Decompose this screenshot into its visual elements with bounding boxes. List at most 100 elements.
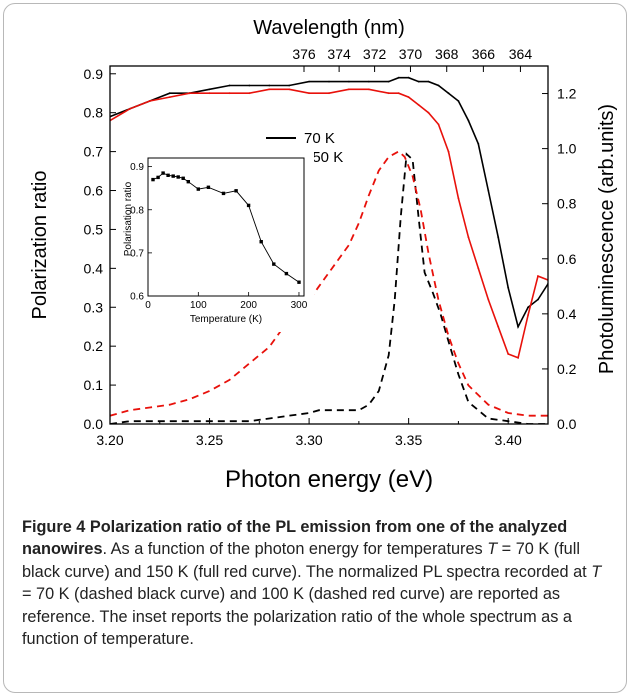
series-1-point-1 xyxy=(129,107,131,110)
series-0-point-8 xyxy=(268,84,271,87)
x2-tick-label-3: 370 xyxy=(399,46,423,62)
inset-frame xyxy=(147,157,305,297)
series-1-point-8 xyxy=(268,88,271,91)
series-0-point-7 xyxy=(248,84,251,87)
inset-point-16 xyxy=(297,280,301,284)
inset-point-10 xyxy=(221,191,226,196)
caption-label: Figure 4 xyxy=(22,518,86,536)
y-tick-label-1: 0.1 xyxy=(84,377,104,393)
series-1-point-2 xyxy=(148,100,151,102)
series-0-point-16 xyxy=(407,76,410,79)
series-1-point-12 xyxy=(348,88,350,91)
caption-text-1: . As a function of the photon energy for… xyxy=(102,540,488,559)
y-tick-label-8: 0.8 xyxy=(84,105,104,121)
caption-t1: T xyxy=(487,540,498,559)
inset-x-tick-label-3: 300 xyxy=(291,300,308,311)
inset-point-5 xyxy=(176,175,180,179)
series-0-point-9 xyxy=(288,84,291,87)
series-1-point-23 xyxy=(477,267,480,270)
y2-tick-label-6: 1.2 xyxy=(557,86,577,102)
inset-point-6 xyxy=(181,176,185,180)
x2-tick-label-0: 376 xyxy=(292,46,316,62)
x2-axis-label: Wavelength (nm) xyxy=(253,17,405,39)
series-line-3 xyxy=(110,150,548,417)
y-tick-label-5: 0.5 xyxy=(84,221,104,237)
inset-point-0 xyxy=(151,177,155,182)
series-0-point-20 xyxy=(447,92,450,95)
inset-y-tick-label-3: 0.9 xyxy=(130,162,144,173)
series-0-point-29 xyxy=(537,298,539,301)
inset-point-7 xyxy=(186,180,190,184)
series-0-point-5 xyxy=(208,88,211,91)
inset-y-tick-label-0: 0.6 xyxy=(130,292,144,303)
series-0-point-12 xyxy=(348,80,350,83)
series-0-point-27 xyxy=(517,325,519,328)
series-0-point-13 xyxy=(367,80,370,83)
inset-y-tick-label-2: 0.8 xyxy=(130,205,144,216)
y2-tick-label-0: 0.0 xyxy=(557,416,577,432)
inset-x-tick-label-1: 100 xyxy=(190,300,207,311)
series-0-point-22 xyxy=(467,119,470,122)
inset-point-4 xyxy=(171,174,175,178)
series-1-point-28 xyxy=(527,314,529,316)
figure-chart: 3.20 3.25 3.30 3.35 3.40 0.0 0.1 0.2 0.3 0.4 0.5 0.… xyxy=(29,17,618,493)
series-0-point-3 xyxy=(168,92,171,95)
inset-y-axis-label: Polarisation ratio xyxy=(123,181,134,256)
series-0-point-25 xyxy=(497,236,500,239)
series-1-point-13 xyxy=(367,88,370,91)
y-tick-label-9: 0.9 xyxy=(84,66,104,82)
caption-text-2: = 70 K (full black curve) and 150 K (ful… xyxy=(22,540,592,581)
x2-tick-label-5: 366 xyxy=(472,46,496,62)
caption-text-3: = 70 K (dashed black curve) and 100 K (d… xyxy=(22,585,572,649)
y2-tick-label-4: 0.8 xyxy=(557,196,577,212)
series-0-point-17 xyxy=(417,80,420,83)
series-0-point-6 xyxy=(228,84,231,87)
series-1-point-29 xyxy=(537,275,539,277)
y-axis-label: Polarization ratio xyxy=(29,171,51,320)
inset-point-1 xyxy=(156,175,160,180)
inset-x-axis-label: Temperature (K) xyxy=(190,314,262,325)
y2-axis-label: Photoluminescence (arb.units) xyxy=(596,104,618,374)
series-0-point-15 xyxy=(397,76,400,79)
inset-point-2 xyxy=(161,171,165,175)
series-1-point-21 xyxy=(457,197,460,200)
x-tick-label-2: 3.30 xyxy=(295,432,322,448)
x2-tick-label-6: 364 xyxy=(509,46,533,62)
x2-tick-label-4: 368 xyxy=(435,46,459,62)
x-tick-label-0: 3.20 xyxy=(96,432,123,448)
series-0-point-21 xyxy=(457,100,460,102)
series-1-point-4 xyxy=(188,92,191,95)
series-1-point-10 xyxy=(308,92,310,95)
series-1-point-19 xyxy=(437,123,440,126)
inset-point-9 xyxy=(206,185,211,189)
y-tick-label-3: 0.3 xyxy=(84,299,104,315)
y-tick-label-4: 0.4 xyxy=(84,260,104,276)
series-0-point-10 xyxy=(308,80,310,83)
caption-t2: T xyxy=(591,562,602,581)
inset-point-13 xyxy=(259,240,263,244)
series-0-point-28 xyxy=(527,306,529,309)
series-1-point-5 xyxy=(208,92,211,95)
inset-y-tick-label-1: 0.7 xyxy=(130,248,144,259)
y-tick-label-2: 0.2 xyxy=(84,338,104,354)
y2-tick-label-2: 0.4 xyxy=(557,306,577,322)
figure-frame xyxy=(3,3,627,693)
series-1-point-15 xyxy=(397,92,400,95)
series-0-point-23 xyxy=(477,142,480,145)
inset-point-3 xyxy=(166,173,170,177)
x-tick-label-4: 3.40 xyxy=(495,432,522,448)
inset-point-8 xyxy=(196,187,200,191)
series-1-point-17 xyxy=(417,104,420,106)
series-1-point-24 xyxy=(487,298,490,301)
inset-x-tick-label-2: 200 xyxy=(240,300,257,311)
inset-point-11 xyxy=(234,189,238,193)
inset-point-12 xyxy=(246,203,251,208)
series-1-point-6 xyxy=(228,92,231,95)
y2-tick-label-3: 0.6 xyxy=(557,251,577,267)
legend-label-0: 70 K xyxy=(304,130,335,147)
figure-caption: Figure 4 Polarization ratio of the PL em… xyxy=(22,516,612,650)
inset-plot: 0 100 200 300 0.6 0.7 0.8 0.9 Temperature (K) Pol… xyxy=(118,150,314,332)
series-0-point-11 xyxy=(328,80,330,83)
inset-point-15 xyxy=(284,271,289,276)
series-1-point-3 xyxy=(168,96,171,98)
